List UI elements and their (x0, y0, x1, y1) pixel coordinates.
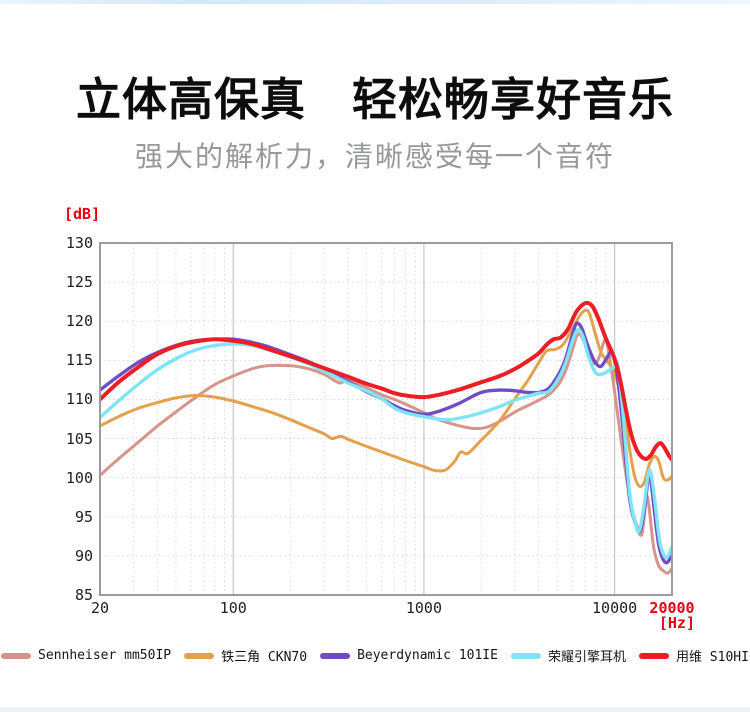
x-tick-label: 1000 (405, 599, 442, 617)
y-tick-label: 100 (65, 468, 93, 487)
y-tick-label: 95 (74, 507, 93, 526)
y-tick-label: 130 (65, 234, 93, 252)
legend-label-audio-technica-ckn70: 铁三角 CKN70 (221, 650, 308, 665)
y-tick-label: 90 (74, 546, 93, 565)
legend-swatch-sennheiser-mm50ip (1, 652, 32, 659)
y-tick-label: 115 (65, 351, 93, 370)
page-title: 立体高保真 轻松畅享好音乐 (75, 74, 674, 125)
curve-yongwei-s10hi (99, 300, 673, 462)
y-tick-label: 125 (65, 273, 93, 292)
curve-audio-technica-ckn70 (99, 308, 673, 489)
legend-label-honor-engine-earphones: 荣耀引擎耳机 (547, 650, 626, 665)
legend-label-yongwei-s10hi: 用维 S10HI (675, 650, 749, 665)
y-tick-label: 120 (65, 312, 93, 331)
legend-swatch-yongwei-s10hi (638, 652, 669, 659)
x-tick-label: 10000 (592, 599, 638, 617)
plot-border (99, 242, 673, 596)
legend-swatch-honor-engine-earphones (510, 652, 541, 659)
page-subtitle: 强大的解析力，清晰感受每一个音符 (134, 141, 615, 172)
y-tick-label: 105 (65, 429, 93, 448)
legend-item-audio-technica-ckn70: 铁三角 CKN70 (184, 646, 307, 665)
top-accent-strip (0, 0, 750, 4)
y-tick-label: 85 (74, 586, 93, 604)
legend-label-sennheiser-mm50ip: Sennheiser mm50IP (38, 648, 172, 663)
y-tick-label: 110 (65, 390, 93, 409)
curve-honor-engine-earphones (99, 327, 673, 560)
x-tick-label: 20000 (649, 599, 695, 617)
x-axis-unit-label: [Hz] (658, 614, 695, 632)
x-tick-label: 100 (219, 599, 247, 617)
bottom-accent-strip (0, 707, 750, 712)
curve-beyerdynamic-101ie (99, 321, 673, 565)
legend-item-sennheiser-mm50ip: Sennheiser mm50IP (1, 648, 171, 663)
legend-item-honor-engine-earphones: 荣耀引擎耳机 (510, 646, 626, 665)
legend-item-yongwei-s10hi: 用维 S10HI (638, 646, 749, 665)
legend-swatch-audio-technica-ckn70 (184, 652, 215, 659)
legend-label-beyerdynamic-101ie: Beyerdynamic 101IE (357, 648, 498, 663)
chart-legend: Sennheiser mm50IP 铁三角 CKN70 Beyerdynamic 1… (0, 646, 750, 665)
legend-item-beyerdynamic-101ie: Beyerdynamic 101IE (320, 648, 498, 663)
x-tick-label: 20 (90, 599, 110, 617)
y-axis-unit-label: [dB] (64, 205, 101, 223)
legend-swatch-beyerdynamic-101ie (320, 652, 351, 659)
